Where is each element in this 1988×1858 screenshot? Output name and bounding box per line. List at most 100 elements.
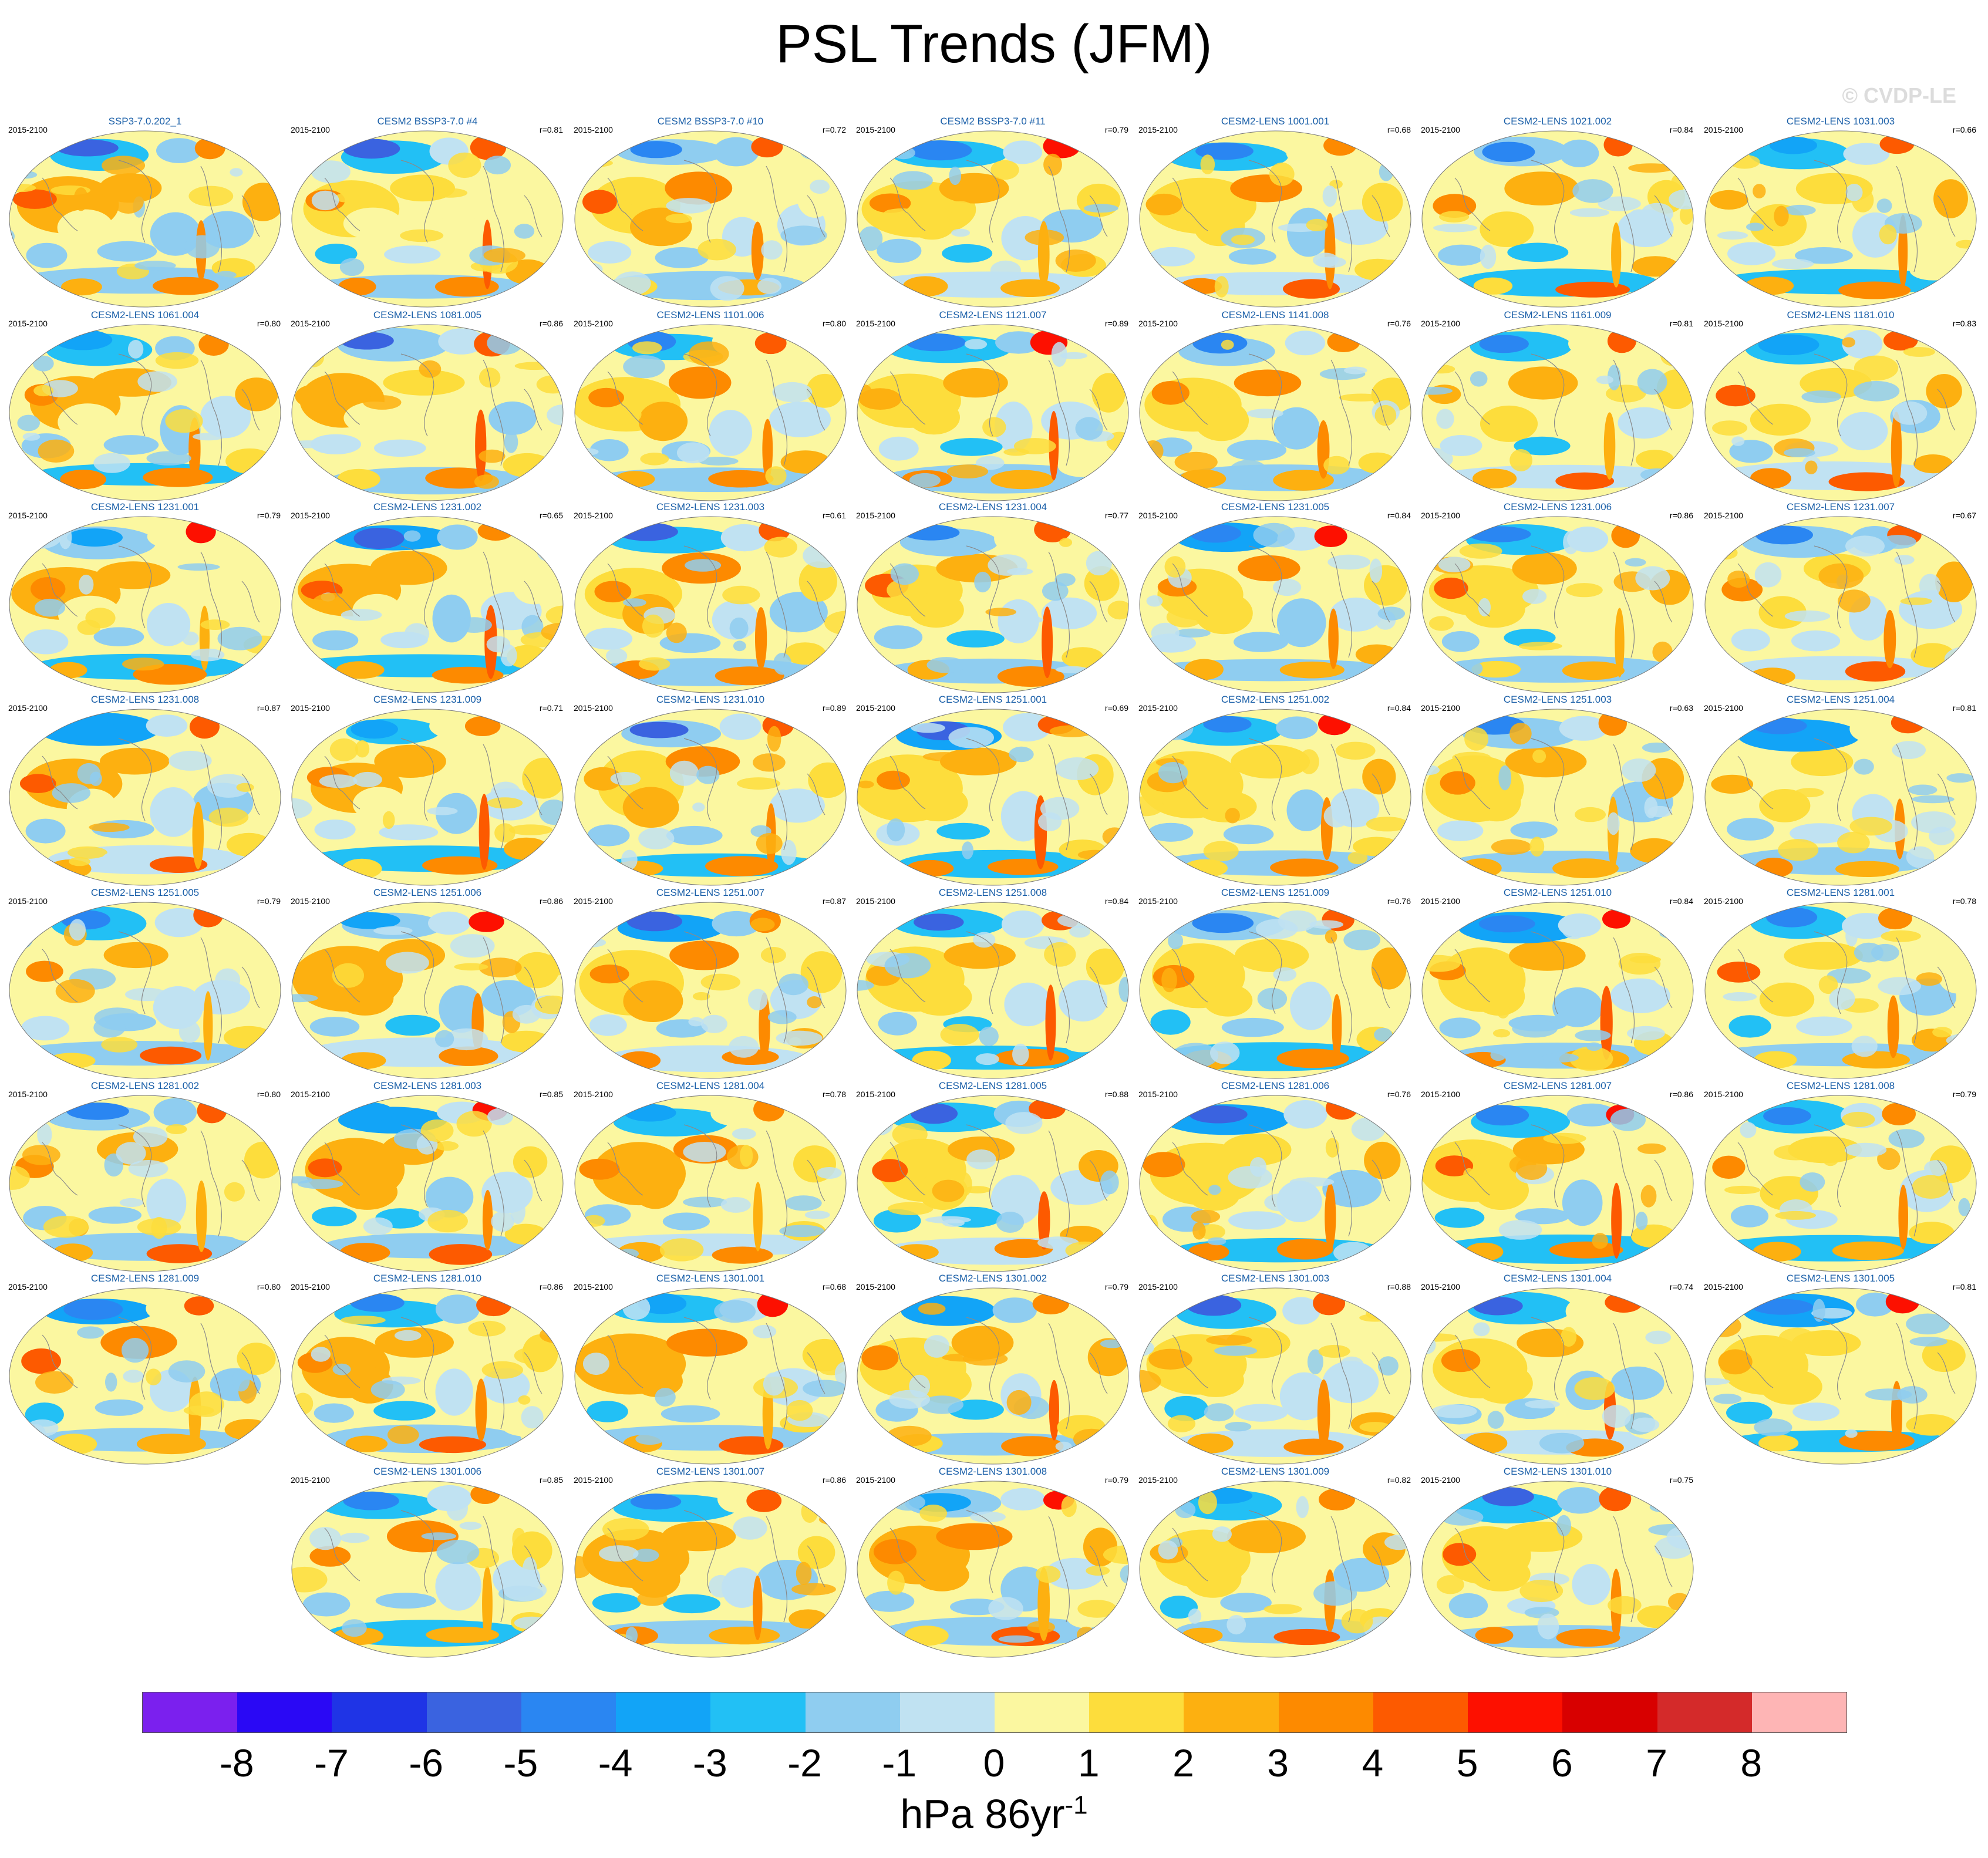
- field-contour: [55, 979, 95, 1003]
- panel-period: 2015-2100: [1138, 1090, 1178, 1099]
- field-contour: [1005, 1112, 1043, 1134]
- field-contour: [9, 1165, 30, 1190]
- field-contour: [79, 574, 94, 595]
- coastline: [1814, 353, 1848, 437]
- field-contour: [1434, 1207, 1485, 1228]
- map-outline: [9, 516, 281, 693]
- coastline: [966, 160, 1000, 243]
- field-contour: [1160, 1596, 1198, 1619]
- field-contour: [189, 714, 220, 739]
- field-contour: [1784, 204, 1816, 216]
- map-field: [857, 709, 1129, 886]
- panel-period: 2015-2100: [574, 511, 613, 520]
- field-contour: [1273, 1628, 1340, 1645]
- field-contour: [665, 171, 733, 205]
- field-contour: [1369, 558, 1383, 583]
- panel-title: CESM2-LENS 1301.004: [1503, 1273, 1612, 1284]
- field-contour: [1730, 1205, 1769, 1228]
- field-contour: [194, 137, 225, 160]
- field-contour: [336, 1174, 398, 1210]
- field-contour: [1603, 133, 1633, 157]
- field-contour: [623, 355, 665, 379]
- coastline: [42, 1334, 78, 1388]
- field-contour: [353, 771, 382, 788]
- map-panel: CESM2-LENS 1061.004 2015-2100 r=0.80: [7, 309, 283, 503]
- field-contour: [1203, 716, 1252, 733]
- colorbar-swatch: [143, 1692, 238, 1732]
- field-contour: [9, 184, 36, 193]
- coastline: [1613, 551, 1635, 658]
- field-contour: [1282, 1297, 1320, 1325]
- field-contour: [26, 1419, 59, 1437]
- colorbar-tick-label: 6: [1551, 1741, 1573, 1785]
- map-field: [1139, 709, 1411, 886]
- field-contour: [1719, 350, 1731, 361]
- field-contour: [1086, 551, 1112, 576]
- field-contour: [504, 431, 518, 453]
- field-contour: [216, 994, 240, 1011]
- map-outline: [9, 709, 281, 886]
- field-contour: [1468, 526, 1531, 542]
- panel-period: 2015-2100: [8, 1090, 48, 1099]
- field-contour: [484, 156, 511, 175]
- coastline: [241, 195, 260, 237]
- field-contour: [1932, 1347, 1953, 1367]
- field-contour: [1431, 1404, 1477, 1418]
- field-contour: [18, 527, 61, 549]
- coastline: [1737, 563, 1774, 617]
- field-contour: [1341, 1609, 1373, 1634]
- field-contour: [637, 1591, 668, 1606]
- panel-correlation: r=0.84: [1669, 125, 1693, 134]
- coastline: [241, 389, 260, 431]
- coastline: [1454, 177, 1491, 231]
- field-contour: [232, 1369, 250, 1392]
- coastline: [1896, 166, 1918, 272]
- field-contour: [312, 593, 353, 611]
- coastline: [1454, 1527, 1491, 1582]
- field-contour: [1507, 242, 1569, 262]
- colorbar-swatch: [1089, 1692, 1184, 1732]
- field-contour: [1522, 589, 1547, 604]
- field-contour: [1640, 468, 1674, 481]
- coastline: [324, 756, 360, 810]
- field-contour: [1225, 1422, 1252, 1432]
- field-contour: [911, 1103, 958, 1124]
- field-contour: [1556, 1515, 1571, 1536]
- map-panel: CESM2-LENS 1281.004 2015-2100 r=0.78: [572, 1080, 848, 1274]
- field-contour: [61, 278, 102, 296]
- field-contour: [1611, 1182, 1622, 1259]
- map-field: [574, 324, 847, 501]
- panel-title: CESM2-LENS 1281.006: [1221, 1080, 1330, 1091]
- field-contour: [698, 238, 736, 261]
- colorbar-swatch: [710, 1692, 806, 1732]
- field-contour: [575, 1556, 592, 1579]
- field-contour: [575, 1303, 603, 1311]
- map-field: [574, 1287, 847, 1465]
- map-field: [1421, 1095, 1694, 1272]
- field-contour: [514, 1347, 551, 1364]
- field-contour: [66, 1102, 129, 1120]
- field-contour: [1184, 1559, 1242, 1598]
- field-contour: [940, 1024, 979, 1046]
- field-contour: [1916, 972, 1942, 986]
- panel-correlation: r=0.80: [257, 1090, 281, 1099]
- map-field: [291, 130, 564, 308]
- field-contour: [994, 1048, 1069, 1067]
- coastline: [483, 1130, 505, 1237]
- field-contour: [1726, 1401, 1773, 1424]
- field-contour: [165, 409, 203, 433]
- field-contour: [662, 1212, 710, 1230]
- coastline: [683, 160, 717, 243]
- field-contour: [487, 1108, 513, 1125]
- coastline: [889, 1334, 926, 1388]
- field-contour: [951, 228, 970, 237]
- coastline: [324, 371, 360, 425]
- field-contour: [1140, 463, 1157, 471]
- field-contour: [215, 968, 241, 992]
- coastline: [1896, 1323, 1918, 1429]
- field-contour: [1043, 153, 1062, 176]
- field-contour: [22, 1145, 60, 1165]
- colorbar-swatch: [1184, 1692, 1279, 1732]
- field-contour: [1118, 977, 1128, 1003]
- field-contour: [1681, 163, 1693, 172]
